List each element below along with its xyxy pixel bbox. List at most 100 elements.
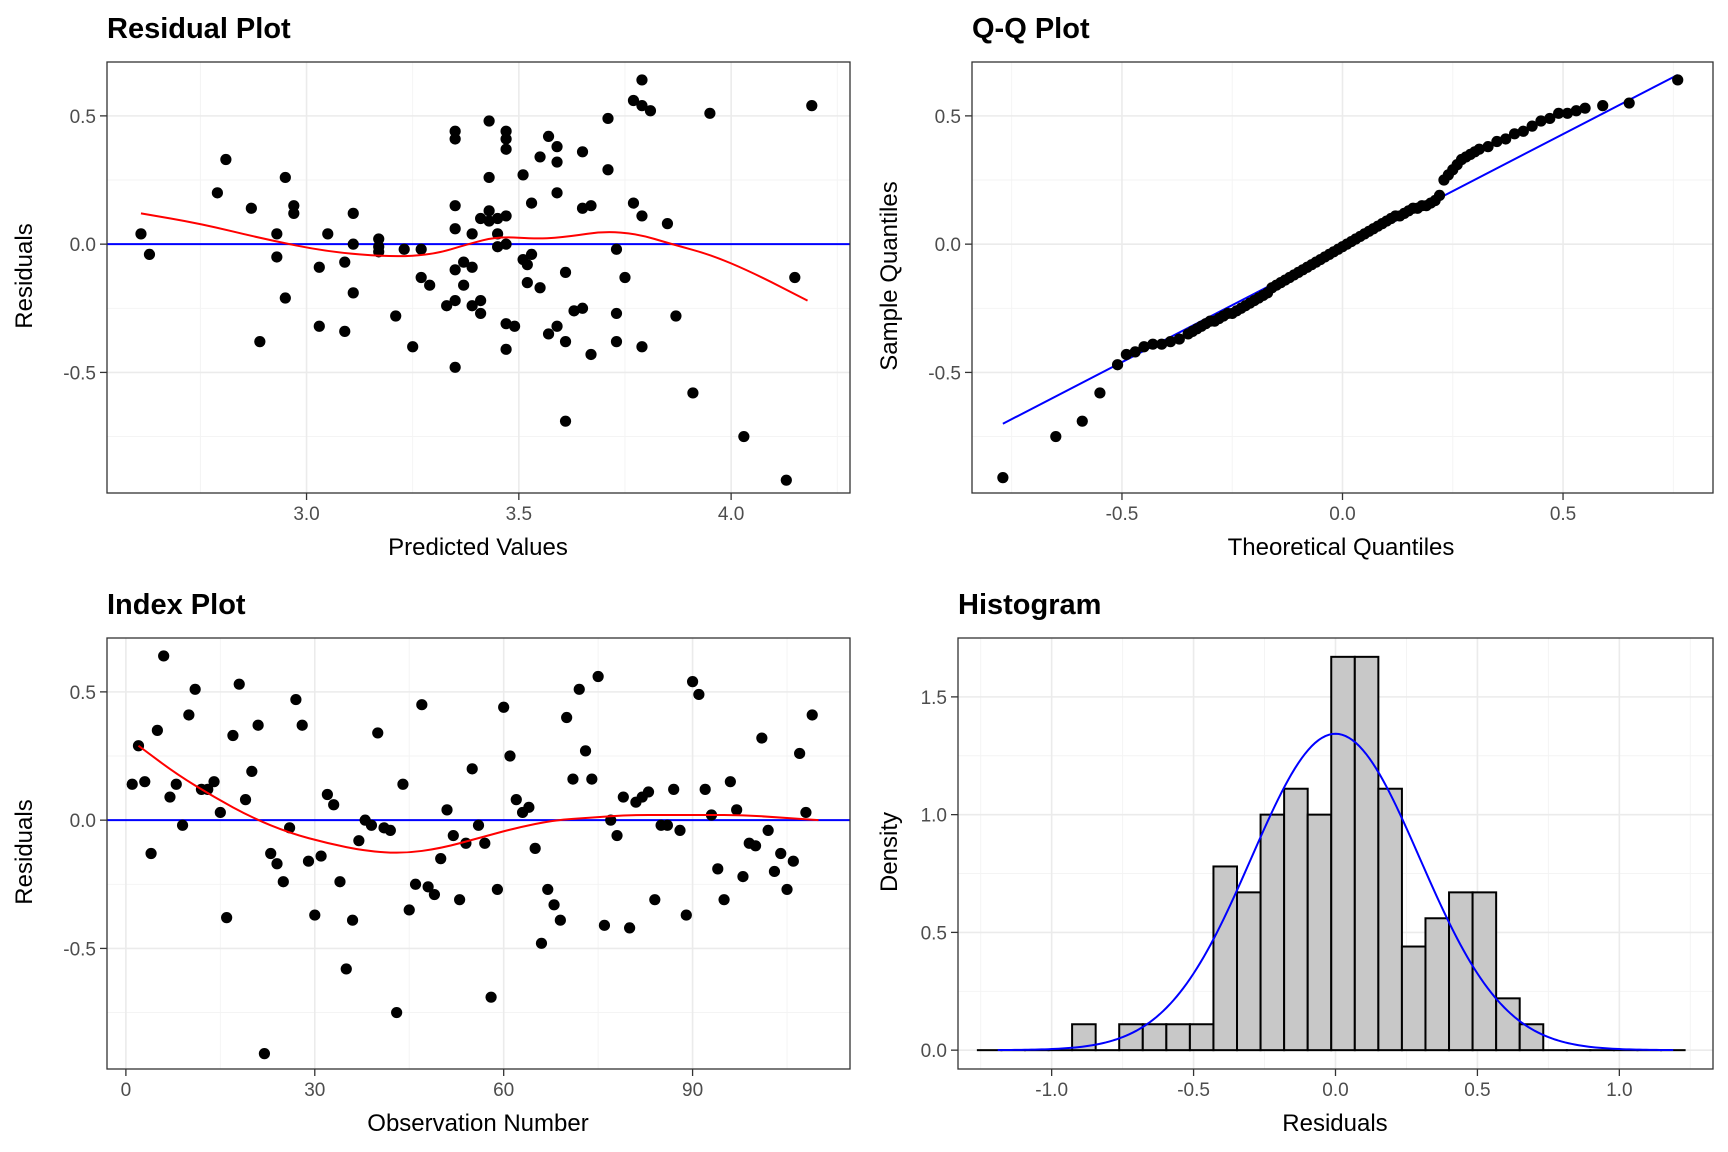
residual-plot-point — [492, 212, 504, 225]
histogram-bar — [1188, 1023, 1215, 1052]
index-plot-point — [302, 855, 315, 867]
residual-plot-point — [551, 187, 563, 199]
residual-plot-point — [551, 156, 563, 168]
residual-plot-point — [135, 228, 147, 240]
residual-plot-point — [313, 261, 325, 273]
index-plot-background — [107, 638, 850, 1069]
residual-plot-point — [521, 259, 533, 271]
residual-plot-point — [458, 256, 470, 268]
residual-plot-point — [500, 133, 512, 145]
residual-plot-point — [339, 256, 351, 268]
residual-plot-point — [313, 320, 325, 332]
index-plot-point — [775, 847, 787, 860]
residual-plot-point — [738, 430, 750, 443]
index-plot-smooth-line — [137, 744, 819, 854]
qq-plot-point — [1517, 125, 1529, 137]
index-plot-point — [794, 747, 806, 760]
index-plot-point — [447, 829, 459, 842]
qq-plot-point — [1500, 133, 1512, 145]
residual-plot-point — [424, 279, 436, 291]
histogram-y-tick-label: 1.5 — [921, 688, 947, 709]
index-plot-point — [800, 806, 812, 819]
index-plot-point — [529, 842, 541, 854]
index-plot-point — [428, 888, 441, 901]
index-plot-point — [498, 701, 510, 713]
residual-plot-point — [279, 171, 291, 184]
index-plot-xlabel: Observation Number — [367, 1110, 588, 1137]
residual-plot-point — [466, 228, 478, 240]
index-plot-point — [611, 829, 623, 842]
residual-plot-point — [220, 153, 232, 166]
index-plot-point — [252, 719, 264, 731]
residual-plot-point — [636, 341, 648, 353]
index-plot-point — [271, 858, 283, 870]
histogram-bar — [1236, 891, 1262, 1052]
residual-plot-y-tick-label: 0.5 — [70, 107, 96, 128]
qq-plot-point — [1482, 141, 1494, 153]
residual-plot-point — [492, 241, 504, 253]
residual-plot-point — [576, 202, 589, 214]
residual-plot-point — [458, 279, 470, 291]
index-plot-point — [346, 914, 359, 926]
residual-plot-point — [288, 207, 300, 219]
residual-plot-point — [211, 187, 223, 199]
residual-plot-point — [517, 169, 529, 181]
residual-plot-point — [347, 287, 359, 299]
residual-plot-point — [610, 243, 623, 255]
index-plot-point — [139, 776, 151, 788]
index-plot-point — [466, 763, 478, 775]
histogram-bar — [1448, 891, 1474, 1052]
residual-plot-point — [551, 320, 563, 332]
index-plot-point — [435, 853, 447, 865]
qq-plot-point — [1138, 341, 1150, 353]
index-plot-point — [762, 824, 774, 837]
residual-plot-point — [347, 207, 359, 219]
qq-plot-point — [1164, 336, 1177, 348]
index-plot-point — [340, 963, 352, 975]
index-plot-point — [328, 799, 340, 811]
qq-plot-point — [1544, 112, 1556, 125]
histogram-bar — [1518, 1023, 1545, 1052]
index-plot-point — [510, 794, 522, 806]
histogram-bar — [1400, 945, 1427, 1052]
residual-plot-point — [143, 248, 156, 261]
index-plot-point — [422, 881, 434, 893]
residual-plot-point — [347, 238, 359, 250]
residual-plot-point — [661, 218, 674, 230]
residual-plot-point — [271, 228, 283, 240]
index-plot-panel: Index Plot Observation Number Residuals … — [11, 589, 851, 1137]
residual-plot-point — [602, 112, 614, 125]
index-plot-x-tick-label: 60 — [493, 1080, 514, 1101]
residual-plot-point — [610, 307, 623, 320]
index-plot-point — [227, 729, 239, 742]
histogram-xlabel: Residuals — [1282, 1110, 1387, 1137]
histogram-x-tick-label: -1.0 — [1035, 1080, 1068, 1101]
residual-plot-point — [704, 107, 716, 119]
residual-plot-point — [636, 74, 648, 86]
index-plot-point — [649, 894, 661, 906]
qq-plot-point — [1156, 338, 1168, 350]
index-plot-point — [397, 778, 409, 790]
residual-plot-point — [449, 361, 461, 373]
index-plot-point — [221, 912, 233, 924]
index-plot-point — [334, 876, 346, 888]
histogram-bar — [1330, 655, 1356, 1052]
residual-plot-point — [636, 210, 648, 222]
qq-plot-point — [1553, 107, 1565, 119]
index-plot-point — [365, 819, 378, 831]
residual-plot-point — [534, 151, 546, 163]
residual-plot-point — [475, 294, 487, 307]
residual-plot-title: Residual Plot — [107, 13, 291, 45]
residual-plot-point — [466, 300, 478, 312]
qq-plot-point — [1473, 143, 1485, 155]
index-plot-point — [391, 1006, 403, 1019]
residual-plot-point — [542, 328, 555, 340]
residual-plot-xlabel: Predicted Values — [388, 534, 568, 561]
histogram-title: Histogram — [958, 589, 1101, 621]
index-plot-x-tick-label: 90 — [682, 1080, 703, 1101]
index-plot-x-tick-label: 30 — [304, 1080, 325, 1101]
residual-plot-point — [500, 343, 512, 355]
index-plot-point — [504, 750, 516, 762]
histogram-bar — [1141, 1023, 1168, 1052]
index-plot-point — [183, 709, 195, 721]
